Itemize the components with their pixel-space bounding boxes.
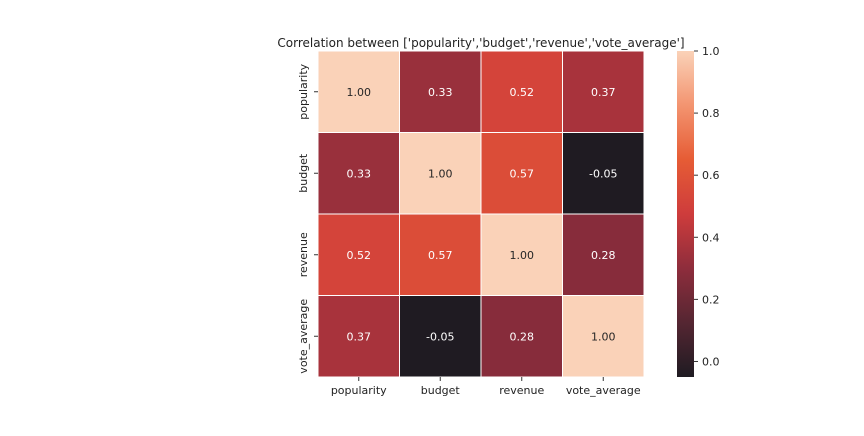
heatmap-cell-label: 0.33 <box>428 86 453 99</box>
heatmap-cell-label: 0.57 <box>510 167 535 180</box>
colorbar: 0.0 0.2 0.4 0.6 0.8 1.0 <box>677 45 720 377</box>
heatmap-cell-label: -0.05 <box>426 330 454 343</box>
colorbar-tick-label: 0.0 <box>702 355 720 368</box>
colorbar-tick-label: 1.0 <box>702 45 720 58</box>
heatmap-cell <box>480 50 563 133</box>
heatmap-cell-label: 1.00 <box>591 330 616 343</box>
heatmap-cell-label: 0.37 <box>347 330 372 343</box>
y-tick-label: revenue <box>297 232 310 277</box>
heatmap-cell-label: 0.52 <box>510 86 535 99</box>
heatmap-cell-label: 1.00 <box>347 86 372 99</box>
heatmap-cell-label: 0.57 <box>428 249 453 262</box>
heatmap-cell <box>399 213 482 296</box>
heatmap-cell-label: -0.05 <box>589 167 617 180</box>
x-tick-label: revenue <box>499 384 544 397</box>
x-tick-label: vote_average <box>566 384 641 397</box>
heatmap-cell <box>399 132 482 215</box>
heatmap-cells <box>317 50 645 378</box>
y-tick-label: budget <box>297 153 310 193</box>
y-tick-label: vote_average <box>297 299 310 374</box>
x-axis-ticks: popularity budget revenue vote_average <box>331 377 641 397</box>
heatmap-cell-label: 0.28 <box>591 249 616 262</box>
heatmap-cell-label: 0.33 <box>347 167 372 180</box>
colorbar-tick-label: 0.8 <box>702 107 720 120</box>
heatmap-cell <box>317 50 400 133</box>
x-tick-label: budget <box>421 384 461 397</box>
colorbar-tick-label: 0.2 <box>702 293 720 306</box>
colorbar-tick-label: 0.6 <box>702 169 720 182</box>
heatmap-cell <box>317 132 400 215</box>
heatmap-cell-label: 0.52 <box>347 249 372 262</box>
y-axis-ticks: popularity budget revenue vote_average <box>297 63 318 374</box>
heatmap-cell-label: 1.00 <box>428 167 453 180</box>
x-tick-label: popularity <box>331 384 387 397</box>
heatmap-cell <box>317 295 400 378</box>
heatmap-cell <box>562 50 645 133</box>
chart-title: Correlation between ['popularity','budge… <box>277 36 684 50</box>
heatmap-cell-label: 1.00 <box>510 249 535 262</box>
heatmap-cell <box>562 213 645 296</box>
y-tick-label: popularity <box>297 63 310 119</box>
heatmap-cell <box>562 295 645 378</box>
heatmap-cell-label: 0.37 <box>591 86 616 99</box>
heatmap-cell <box>562 132 645 215</box>
colorbar-gradient <box>677 51 694 377</box>
heatmap-cell-labels: 1.00 0.33 0.52 0.37 0.33 1.00 0.57 -0.05 0.52 0.5… <box>347 86 618 344</box>
heatmap-cell <box>399 295 482 378</box>
colorbar-tick-label: 0.4 <box>702 231 720 244</box>
heatmap-cell <box>399 50 482 133</box>
heatmap-cell-label: 0.28 <box>510 330 535 343</box>
